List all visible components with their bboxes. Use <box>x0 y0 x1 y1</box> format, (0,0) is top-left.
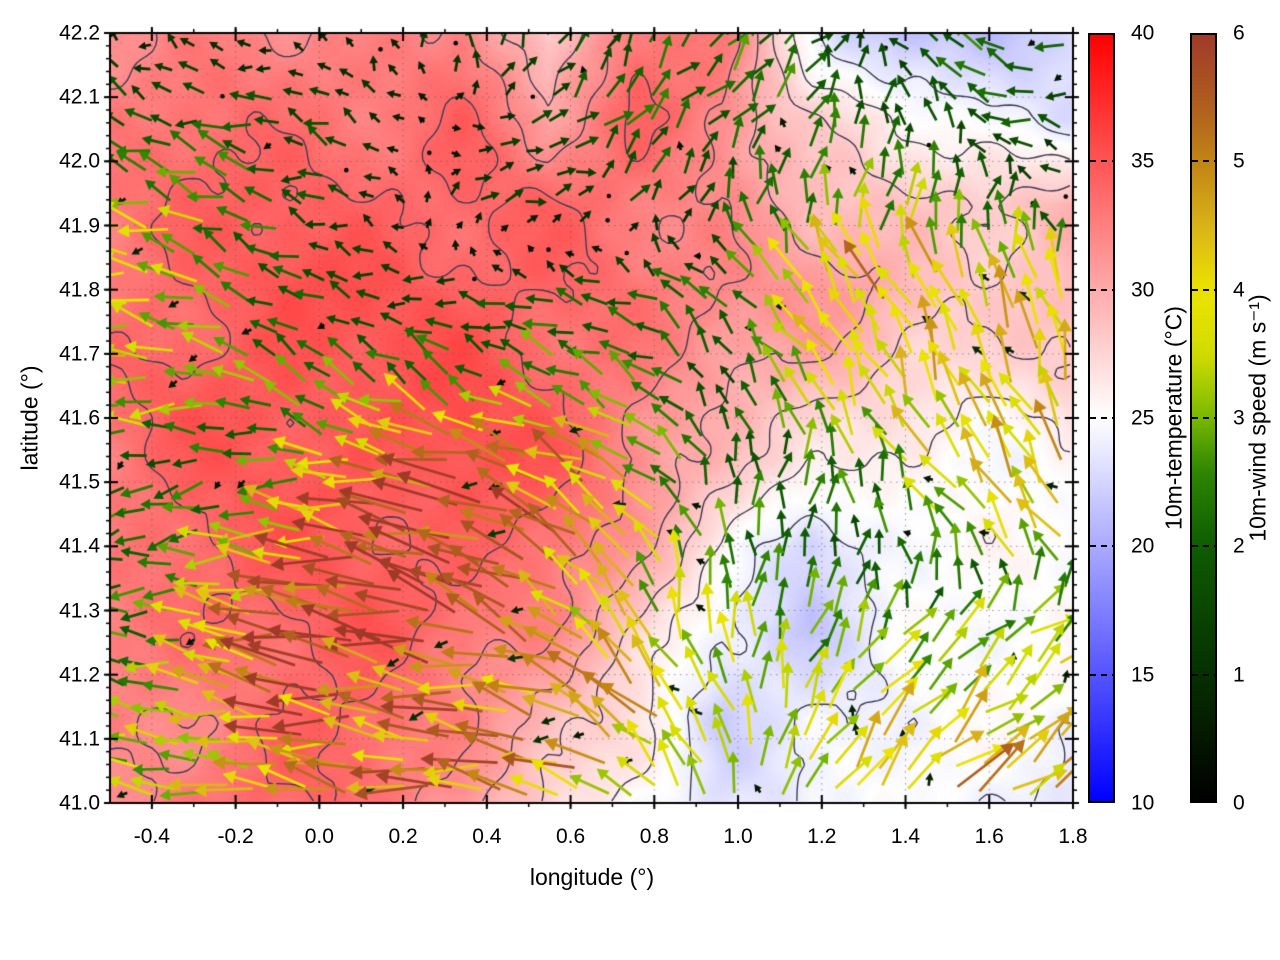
y-tick-label: 42.1 <box>59 85 100 109</box>
colorbar-level-dash <box>1090 160 1113 163</box>
temperature-colorbar-tick-label: 40 <box>1131 21 1155 45</box>
temperature-colorbar-tick-label: 25 <box>1131 406 1155 430</box>
colorbar-level-dash <box>1090 545 1113 548</box>
temperature-colorbar-tick-label: 10 <box>1131 791 1155 815</box>
wind-colorbar-tick-label: 0 <box>1233 791 1245 815</box>
colorbar-level-dash <box>1090 417 1113 419</box>
x-tick-label: 1.2 <box>807 825 837 848</box>
temperature-colorbar-tick-label: 30 <box>1131 278 1155 302</box>
y-tick-label: 42.0 <box>59 149 100 173</box>
wind-colorbar-title: 10m-wind speed (m s⁻¹) <box>1244 294 1271 542</box>
temperature-colorbar-tick-label: 20 <box>1131 534 1155 558</box>
temperature-colorbar-title: 10m-temperature (°C) <box>1160 306 1187 530</box>
y-tick-label: 41.7 <box>59 342 100 366</box>
x-tick-label: 1.4 <box>890 825 921 848</box>
y-tick-label: 41.2 <box>59 663 100 687</box>
x-tick-label: 0.2 <box>388 825 418 848</box>
y-tick-label: 41.4 <box>59 534 100 558</box>
y-tick-label: 42.2 <box>59 21 100 45</box>
wind-colorbar-tick-label: 1 <box>1233 663 1245 687</box>
x-tick-label: 1.8 <box>1058 825 1088 848</box>
colorbar-level-dash <box>1192 288 1215 291</box>
colorbar-level-dash <box>1192 545 1215 548</box>
colorbar-level-dash <box>1192 673 1215 676</box>
y-tick-label: 41.5 <box>59 470 100 494</box>
x-tick-label: 1.6 <box>974 825 1004 848</box>
wind-colorbar-tick-label: 6 <box>1233 21 1245 45</box>
temperature-colorbar-tick-label: 35 <box>1131 149 1155 173</box>
y-tick-label: 41.1 <box>59 727 100 751</box>
y-tick-label: 41.6 <box>59 406 100 430</box>
wind-colorbar-tick-label: 5 <box>1233 149 1245 173</box>
x-axis-title: longitude (°) <box>529 864 655 890</box>
y-axis-title: latitude (°) <box>16 365 43 471</box>
x-tick-label: 0.8 <box>639 825 669 848</box>
wind-speed-colorbar <box>1190 33 1217 803</box>
colorbar-level-dash <box>1090 288 1113 291</box>
colorbar-level-dash <box>1192 160 1215 163</box>
y-tick-label: 41.9 <box>59 214 100 237</box>
x-tick-label: 1.0 <box>723 825 753 848</box>
y-tick-label: 41.8 <box>59 278 100 302</box>
wind-colorbar-tick-label: 3 <box>1233 406 1245 430</box>
y-tick-label: 41.3 <box>59 599 100 622</box>
x-tick-label: -0.4 <box>133 825 170 848</box>
x-tick-label: -0.2 <box>217 825 254 848</box>
x-tick-label: 0.6 <box>555 825 586 848</box>
x-tick-label: 0.0 <box>304 825 334 848</box>
temperature-colorbar-tick-label: 15 <box>1131 663 1155 687</box>
colorbar-level-dash <box>1192 417 1215 419</box>
wind-colorbar-tick-label: 2 <box>1233 534 1245 558</box>
y-tick-label: 41.0 <box>59 791 100 815</box>
temperature-colorbar <box>1088 33 1115 803</box>
wind-colorbar-tick-label: 4 <box>1233 278 1245 302</box>
x-tick-label: 0.4 <box>472 825 502 848</box>
colorbar-level-dash <box>1090 673 1113 676</box>
